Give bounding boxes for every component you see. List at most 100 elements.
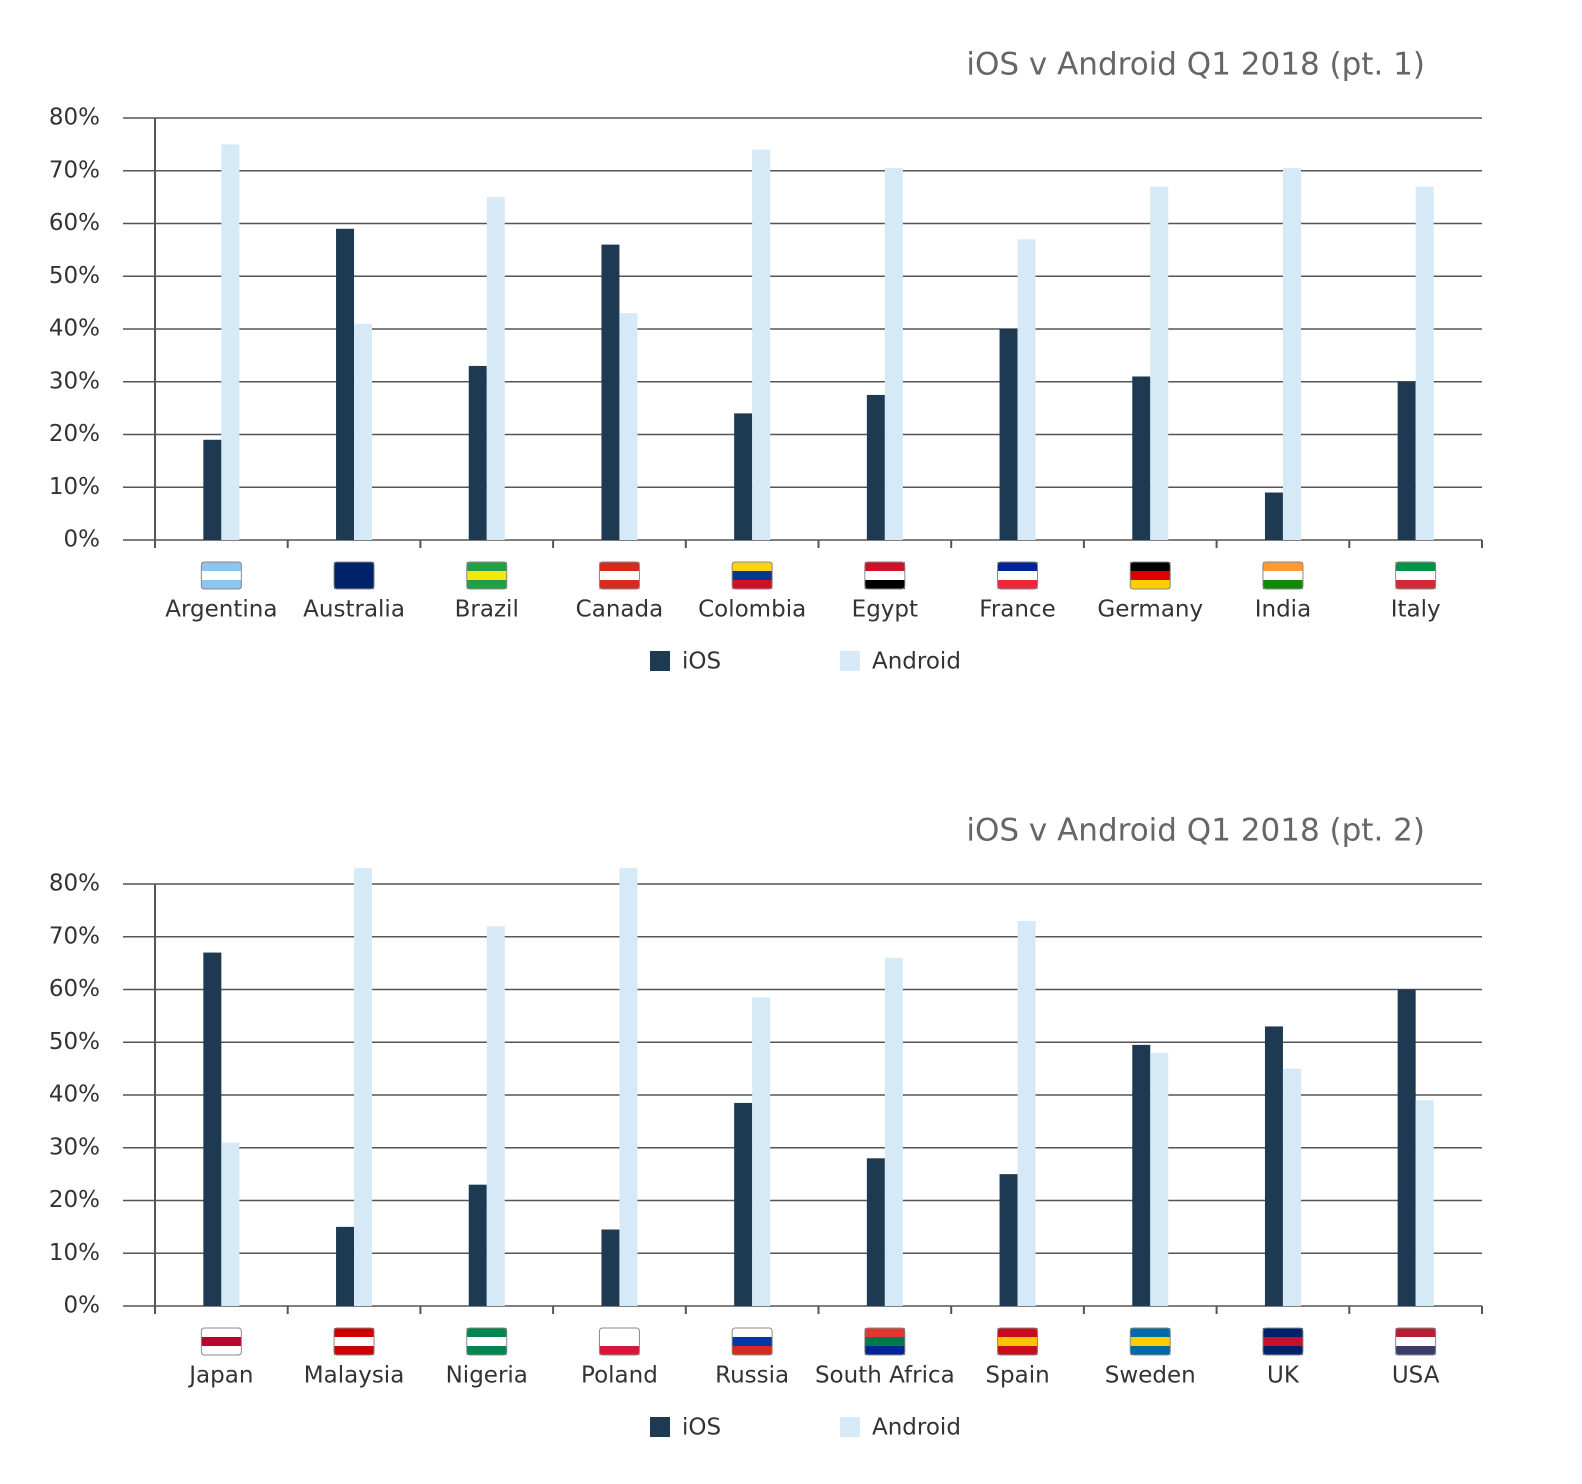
- bar: [468, 365, 487, 540]
- flag-stripe: [1262, 571, 1303, 580]
- y-tick-label: 50%: [49, 1029, 100, 1055]
- bar: [1132, 1044, 1151, 1306]
- chart-title: iOS v Android Q1 2018 (pt. 2): [966, 813, 1425, 849]
- flag-stripe: [1395, 1328, 1436, 1337]
- flag-stripe: [732, 1328, 773, 1337]
- y-tick-label: 60%: [49, 976, 100, 1002]
- y-tick-label: 80%: [49, 871, 100, 897]
- x-tick-label: Spain: [985, 1363, 1049, 1389]
- flag-stripe: [334, 562, 375, 571]
- flag-stripe: [201, 562, 242, 571]
- x-tick-label: Nigeria: [446, 1363, 528, 1389]
- flag-border: [200, 1327, 242, 1356]
- flag-stripe: [1130, 562, 1171, 571]
- x-tick-label: Poland: [581, 1363, 658, 1389]
- flag-border: [1262, 561, 1304, 590]
- bar: [601, 244, 620, 540]
- bar: [354, 868, 373, 1306]
- flag-border: [598, 561, 640, 590]
- flag-border: [598, 1327, 640, 1356]
- y-tick-label: 60%: [49, 210, 100, 236]
- legend-label: iOS: [682, 1415, 721, 1441]
- bar: [601, 1229, 620, 1306]
- flag-border: [200, 561, 242, 590]
- y-tick-label: 20%: [49, 1187, 100, 1213]
- flag-stripe: [334, 1328, 375, 1337]
- flag-stripe: [1262, 580, 1303, 589]
- x-tick-label: Malaysia: [304, 1363, 405, 1389]
- flag-stripe: [466, 580, 507, 589]
- x-tick-label: Canada: [576, 597, 664, 623]
- x-tick-label: Italy: [1391, 597, 1441, 623]
- flag-stripe: [599, 571, 640, 580]
- flag-stripe: [1262, 1328, 1303, 1337]
- flag-stripe: [1262, 1346, 1303, 1355]
- bar: [884, 957, 903, 1306]
- flag-stripe: [599, 1337, 640, 1346]
- x-tick-label: France: [979, 597, 1055, 623]
- x-tick-label: Russia: [715, 1363, 789, 1389]
- bar: [203, 952, 222, 1306]
- legend-label: Android: [872, 1415, 961, 1441]
- flag-stripe: [864, 562, 905, 571]
- bar: [999, 329, 1018, 540]
- y-tick-label: 10%: [49, 1240, 100, 1266]
- x-tick-label: South Africa: [815, 1363, 955, 1389]
- flag-stripe: [997, 1328, 1038, 1337]
- y-tick-label: 20%: [49, 421, 100, 447]
- bar: [336, 228, 355, 540]
- x-tick-label: USA: [1392, 1363, 1440, 1389]
- flag-stripe: [1395, 571, 1436, 580]
- flag-stripe: [1395, 562, 1436, 571]
- y-tick-label: 70%: [49, 157, 100, 183]
- bar: [734, 1102, 753, 1306]
- flag-stripe: [864, 1337, 905, 1346]
- flag-stripe: [599, 1346, 640, 1355]
- flag-stripe: [1395, 1346, 1436, 1355]
- flag-stripe: [732, 1346, 773, 1355]
- legend-swatch: [840, 651, 860, 671]
- flag-stripe: [864, 1328, 905, 1337]
- flag-stripe: [997, 562, 1038, 571]
- y-tick-label: 30%: [49, 1134, 100, 1160]
- flag-stripe: [599, 580, 640, 589]
- flag-stripe: [864, 580, 905, 589]
- bar: [1282, 1068, 1301, 1306]
- flag-stripe: [1130, 580, 1171, 589]
- bar: [203, 439, 222, 540]
- x-tick-label: Argentina: [165, 597, 277, 623]
- legend-swatch: [840, 1417, 860, 1437]
- bar: [1132, 376, 1151, 540]
- bar: [1017, 239, 1036, 540]
- flag-stripe: [732, 571, 773, 580]
- flag-stripe: [1130, 1346, 1171, 1355]
- flag-stripe: [1130, 571, 1171, 580]
- flag-border: [1129, 561, 1171, 590]
- x-tick-label: UK: [1267, 1363, 1300, 1389]
- flag-border: [997, 561, 1039, 590]
- legend-label: iOS: [682, 649, 721, 675]
- flag-stripe: [201, 580, 242, 589]
- flag-stripe: [997, 580, 1038, 589]
- bar: [486, 926, 505, 1306]
- bar: [619, 868, 638, 1306]
- chart-title: iOS v Android Q1 2018 (pt. 1): [966, 47, 1425, 83]
- flag-stripe: [1130, 1328, 1171, 1337]
- bar: [468, 1184, 487, 1306]
- flag-border: [333, 561, 375, 590]
- flag-border: [1395, 1327, 1437, 1356]
- flag-border: [1395, 561, 1437, 590]
- flag-stripe: [201, 1328, 242, 1337]
- bar: [1397, 381, 1416, 540]
- bar: [1017, 920, 1036, 1306]
- y-tick-label: 50%: [49, 263, 100, 289]
- bar: [1264, 492, 1283, 540]
- flag-stripe: [334, 580, 375, 589]
- bar: [866, 394, 885, 540]
- flag-stripe: [466, 562, 507, 571]
- flag-border: [864, 561, 906, 590]
- bar: [619, 313, 638, 540]
- flag-border: [731, 561, 773, 590]
- bar: [1415, 186, 1434, 540]
- flag-stripe: [334, 571, 375, 580]
